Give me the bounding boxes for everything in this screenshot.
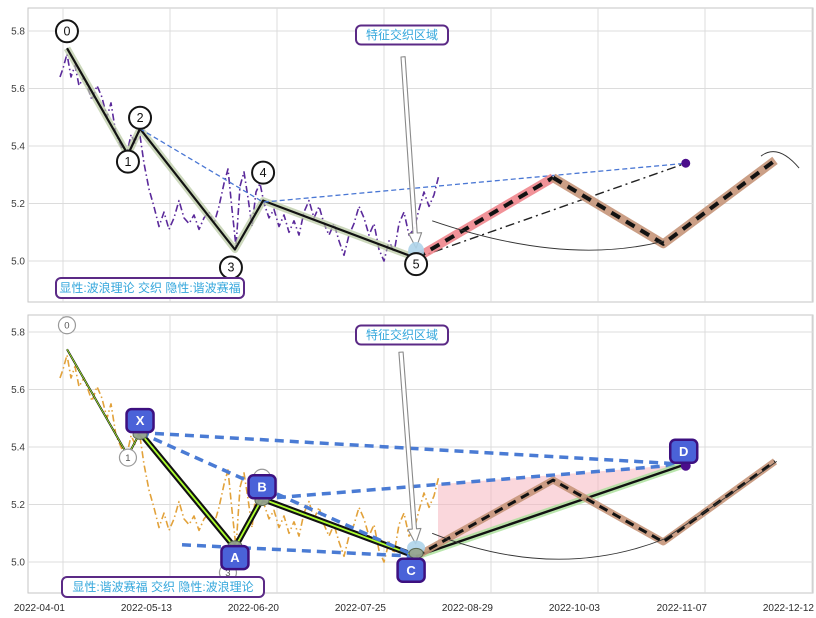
connector-xc-line [139, 431, 417, 558]
xabcd-marker-C: C [396, 557, 426, 583]
xabcd-marker-label: D [679, 444, 688, 459]
joint-c [408, 547, 424, 559]
xabcd-marker-B: B [247, 474, 277, 500]
wave-marker-circle [115, 149, 140, 174]
y-tick-label: 5.4 [11, 142, 25, 153]
ghost-marker-circle [118, 448, 138, 467]
feature-label-explicit-elliott: 特征交织区域 [355, 24, 449, 46]
feature-label-text: 特征交织区域 [366, 27, 438, 42]
y-tick-label: 5.2 [11, 199, 25, 210]
wave-marker-5: 5 [404, 252, 429, 277]
corner-label-box [61, 576, 265, 598]
wave-marker-circle [404, 252, 429, 277]
y-tick-label: 5.8 [11, 328, 25, 339]
x-tick-label: 2022-11-07 [657, 603, 708, 614]
trendline-blue-line [139, 128, 686, 203]
wave-marker-label: 0 [63, 24, 70, 38]
end-tick-arc [760, 151, 800, 169]
ghost-marker-0: 0 [57, 316, 77, 335]
wave-marker-4: 4 [251, 160, 276, 185]
y-tick-label: 5.2 [11, 500, 25, 511]
projection-leg-2-core [552, 158, 777, 246]
x-tick-label: 2022-12-12 [763, 603, 815, 614]
xabcd-marker-label: B [257, 479, 266, 494]
projection-leg-1-core [415, 175, 555, 260]
connector-ac-line [181, 543, 417, 559]
feature-label-explicit-harmonic: 特征交织区域 [355, 324, 449, 346]
corner-label-text: 显性:谐波赛福 交织 隐性:波浪理论 [72, 579, 253, 594]
corner-label-explicit-elliott: 显性:波浪理论 交织 隐性:谐波赛福 [55, 277, 245, 299]
harmonic-legs-xabc-core [139, 432, 417, 558]
wave-marker-3: 3 [218, 255, 243, 280]
x-tick-label: 2022-04-01 [14, 603, 66, 614]
xabcd-marker-box [125, 407, 155, 434]
xabcd-marker-box [247, 474, 277, 500]
corner-label-explicit-harmonic: 显性:谐波赛福 交织 隐性:波浪理论 [61, 576, 265, 598]
xabcd-marker-label: C [406, 563, 416, 578]
wave-marker-label: 1 [124, 155, 131, 169]
ghost-marker-circle [57, 316, 77, 335]
xabcd-marker-label: A [230, 550, 240, 565]
xabcd-marker-label: X [136, 413, 145, 428]
x-tick-label: 2022-07-25 [335, 603, 387, 614]
xabcd-marker-box [668, 438, 699, 464]
cd-line-core [415, 463, 687, 558]
xabcd-marker-D: D [668, 438, 699, 464]
xabcd-marker-A: A [220, 544, 250, 571]
wave-marker-circle [128, 105, 153, 130]
target-dot [681, 158, 691, 168]
link-arc [432, 220, 665, 251]
link-arc [432, 461, 777, 560]
connector-xd-line [139, 430, 686, 467]
y-tick-label: 5.6 [11, 84, 25, 95]
connector-bd-line [261, 462, 686, 501]
y-tick-label: 5.4 [11, 443, 25, 454]
y-tick-label: 5.8 [11, 27, 25, 38]
wave-marker-0: 0 [54, 19, 79, 44]
panel-explicit-harmonic: 5.85.65.45.25.00134XABCD特征交织区域显性:谐波赛福 交织… [11, 314, 814, 598]
wave-marker-circle [251, 160, 276, 185]
corner-label-box [55, 277, 245, 299]
xabcd-marker-X: X [125, 407, 155, 434]
wave-marker-label: 5 [413, 257, 420, 271]
x-tick-label: 2022-10-03 [549, 603, 601, 614]
feature-label-text: 特征交织区域 [366, 327, 438, 342]
ghost-marker-label: 3 [225, 568, 230, 579]
ghost-marker-label: 0 [64, 321, 69, 332]
ghost-marker-1: 1 [118, 448, 138, 467]
feature-label-box [355, 324, 449, 346]
wave-marker-2: 2 [128, 105, 153, 130]
y-tick-label: 5.0 [11, 257, 25, 268]
wave-marker-circle [54, 19, 79, 44]
x-tick-label: 2022-08-29 [442, 603, 494, 614]
x-tick-label: 2022-06-20 [228, 603, 280, 614]
wave-marker-1: 1 [115, 149, 140, 174]
annotation-arrow [398, 351, 422, 545]
xabcd-marker-box [220, 544, 250, 571]
xabcd-marker-box [396, 557, 426, 583]
ghost-marker-label: 1 [125, 453, 130, 464]
corner-label-text: 显性:波浪理论 交织 隐性:谐波赛福 [59, 280, 240, 295]
y-tick-label: 5.6 [11, 385, 25, 396]
x-tick-label: 2022-05-13 [121, 603, 173, 614]
elliott-impulse-core [66, 47, 417, 260]
feature-label-box [355, 24, 449, 46]
wave-marker-label: 2 [137, 111, 144, 125]
annotation-arrow [400, 56, 423, 249]
wave-marker-label: 4 [260, 166, 267, 180]
wave-marker-label: 3 [227, 261, 234, 275]
y-tick-label: 5.0 [11, 558, 25, 569]
